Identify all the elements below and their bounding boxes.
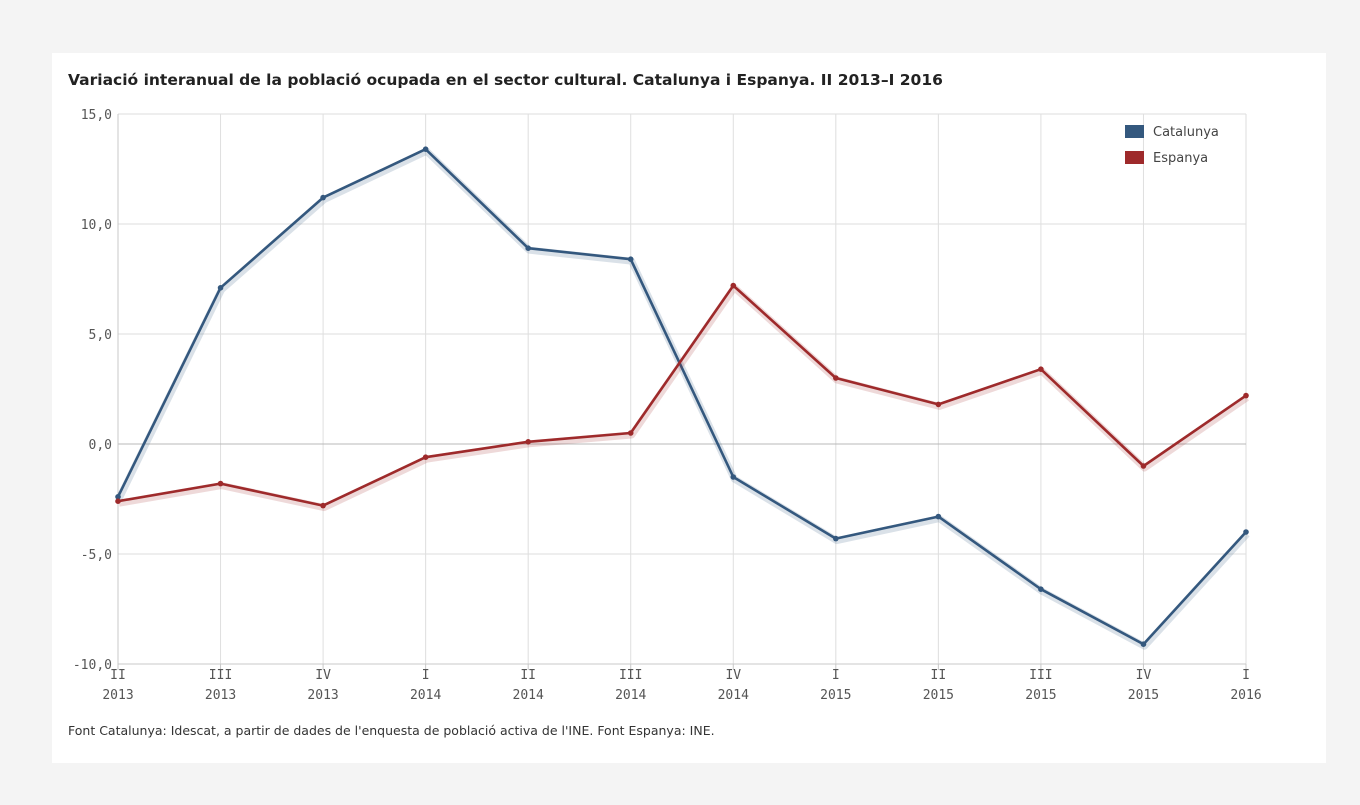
- data-point-espanya: [525, 439, 531, 445]
- data-point-espanya: [627, 430, 634, 436]
- line-chart: II2013III2013IV2013I2014II2014III2014IV2…: [73, 108, 1262, 703]
- legend-label: Catalunya: [1153, 125, 1219, 140]
- x-tick-label-quarter: III: [1029, 668, 1052, 683]
- legend: Catalunya Espanya: [1125, 125, 1219, 166]
- x-tick-label-quarter: IV: [725, 668, 741, 683]
- x-tick-label-quarter: III: [619, 668, 642, 683]
- series-shadow-espanya: [118, 284, 1249, 512]
- data-point-catalunya: [935, 513, 942, 520]
- grid: [117, 113, 1247, 665]
- axes: II2013III2013IV2013I2014II2014III2014IV2…: [73, 108, 1262, 703]
- x-tick-label-year: 2015: [1128, 688, 1159, 703]
- data-point-catalunya: [1038, 586, 1044, 592]
- data-point-catalunya: [627, 256, 634, 262]
- x-tick-label-quarter: II: [931, 668, 947, 683]
- series-lines: [115, 146, 1250, 650]
- x-tick-label-quarter: I: [832, 668, 840, 683]
- x-tick-label-year: 2015: [923, 688, 954, 703]
- x-tick-label-year: 2013: [102, 688, 133, 703]
- data-point-espanya: [1140, 463, 1147, 469]
- data-point-espanya: [422, 454, 429, 461]
- x-tick-label-year: 2015: [820, 688, 851, 703]
- legend-swatch: [1125, 151, 1144, 164]
- data-point-espanya: [935, 401, 942, 408]
- x-tick-label-year: 2014: [615, 688, 646, 703]
- data-point-espanya: [730, 282, 737, 289]
- data-point-catalunya: [833, 535, 839, 542]
- data-point-espanya: [833, 375, 839, 381]
- data-point-catalunya: [1243, 529, 1249, 535]
- x-tick-label-quarter: I: [1242, 668, 1250, 683]
- data-point-catalunya: [422, 146, 429, 152]
- chart-card: Variació interanual de la població ocupa…: [52, 53, 1326, 763]
- y-tick-label: 5,0: [89, 328, 112, 343]
- x-tick-label-year: 2013: [205, 688, 236, 703]
- y-tick-label: 10,0: [81, 218, 112, 233]
- source-note: Font Catalunya: Idescat, a partir de dad…: [68, 723, 715, 738]
- x-tick-label-year: 2016: [1230, 688, 1261, 703]
- data-point-espanya: [320, 502, 326, 509]
- data-point-catalunya: [730, 474, 737, 480]
- y-tick-label: 15,0: [81, 108, 112, 123]
- data-point-catalunya: [217, 285, 224, 291]
- x-tick-label-quarter: I: [422, 668, 430, 683]
- legend-swatch: [1125, 125, 1144, 138]
- x-tick-label-quarter: III: [209, 668, 232, 683]
- y-tick-label: 0,0: [89, 438, 112, 453]
- x-tick-label-year: 2015: [1025, 688, 1056, 703]
- x-tick-label-year: 2014: [410, 688, 441, 703]
- data-point-espanya: [1038, 366, 1044, 373]
- series-line-catalunya: [116, 147, 1247, 646]
- data-point-catalunya: [320, 194, 326, 201]
- legend-label: Espanya: [1153, 151, 1208, 166]
- y-tick-label: -10,0: [73, 658, 112, 673]
- x-tick-label-year: 2014: [718, 688, 749, 703]
- data-point-catalunya: [115, 494, 121, 500]
- x-tick-label-quarter: II: [520, 668, 536, 683]
- x-tick-label-quarter: II: [110, 668, 126, 683]
- data-point-espanya: [115, 498, 121, 505]
- data-point-catalunya: [525, 245, 531, 251]
- data-point-catalunya: [1140, 641, 1147, 647]
- series-line-espanya: [117, 284, 1247, 507]
- x-tick-label-year: 2014: [513, 688, 544, 703]
- chart-title: Variació interanual de la població ocupa…: [68, 71, 943, 89]
- series-shadow-catalunya: [115, 147, 1250, 650]
- data-point-espanya: [217, 480, 224, 487]
- x-tick-label-quarter: IV: [1136, 668, 1152, 683]
- data-point-espanya: [1243, 392, 1249, 399]
- x-tick-label-quarter: IV: [315, 668, 331, 683]
- y-tick-label: -5,0: [81, 548, 112, 563]
- x-tick-label-year: 2013: [307, 688, 338, 703]
